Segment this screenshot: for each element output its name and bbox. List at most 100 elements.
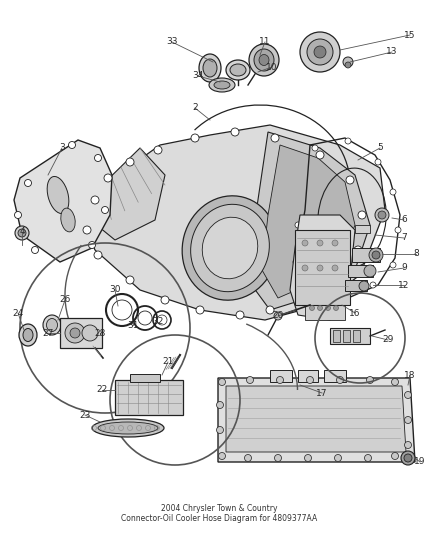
Bar bbox=[348, 265, 373, 277]
Bar bbox=[345, 280, 367, 291]
Circle shape bbox=[274, 312, 282, 320]
Text: 16: 16 bbox=[349, 309, 361, 318]
Text: 32: 32 bbox=[152, 318, 164, 327]
Text: 28: 28 bbox=[94, 328, 106, 337]
Circle shape bbox=[104, 174, 112, 182]
Circle shape bbox=[216, 401, 223, 408]
Circle shape bbox=[359, 281, 369, 291]
Circle shape bbox=[302, 240, 308, 246]
Polygon shape bbox=[88, 148, 165, 240]
Text: 27: 27 bbox=[42, 328, 54, 337]
Bar bbox=[130, 374, 160, 382]
Ellipse shape bbox=[23, 328, 33, 342]
Ellipse shape bbox=[230, 64, 246, 76]
Bar bbox=[333, 330, 340, 342]
Bar bbox=[60, 318, 102, 348]
Circle shape bbox=[83, 226, 91, 234]
Circle shape bbox=[346, 176, 354, 184]
Circle shape bbox=[88, 241, 95, 248]
Circle shape bbox=[331, 274, 339, 282]
Ellipse shape bbox=[199, 54, 221, 82]
Circle shape bbox=[375, 159, 381, 165]
Text: 9: 9 bbox=[401, 263, 407, 272]
Polygon shape bbox=[290, 215, 355, 320]
Text: 11: 11 bbox=[259, 37, 271, 46]
Bar bbox=[115, 380, 183, 415]
Bar bbox=[330, 328, 370, 344]
Circle shape bbox=[154, 146, 162, 154]
Polygon shape bbox=[14, 140, 112, 262]
Circle shape bbox=[392, 378, 399, 385]
Circle shape bbox=[191, 134, 199, 142]
Circle shape bbox=[18, 229, 26, 237]
Circle shape bbox=[318, 305, 322, 311]
Circle shape bbox=[68, 141, 75, 149]
Polygon shape bbox=[80, 125, 385, 320]
Text: 2: 2 bbox=[192, 103, 198, 112]
Polygon shape bbox=[218, 378, 415, 462]
Circle shape bbox=[405, 441, 411, 448]
Circle shape bbox=[70, 328, 80, 338]
Text: 6: 6 bbox=[401, 215, 407, 224]
Circle shape bbox=[332, 265, 338, 271]
Bar bbox=[352, 248, 380, 262]
Text: 15: 15 bbox=[404, 30, 416, 39]
Text: 33: 33 bbox=[166, 37, 178, 46]
Circle shape bbox=[244, 455, 251, 462]
Ellipse shape bbox=[47, 176, 69, 214]
Circle shape bbox=[266, 306, 274, 314]
Text: 26: 26 bbox=[59, 295, 71, 304]
Circle shape bbox=[196, 306, 204, 314]
Circle shape bbox=[317, 240, 323, 246]
Circle shape bbox=[236, 311, 244, 319]
Circle shape bbox=[335, 455, 342, 462]
Ellipse shape bbox=[259, 54, 269, 66]
Circle shape bbox=[302, 265, 308, 271]
Bar bbox=[355, 225, 370, 233]
Text: 7: 7 bbox=[401, 233, 407, 243]
Ellipse shape bbox=[214, 81, 230, 89]
Circle shape bbox=[370, 282, 376, 288]
Polygon shape bbox=[226, 386, 406, 452]
Circle shape bbox=[364, 265, 376, 277]
Text: 12: 12 bbox=[398, 280, 410, 289]
Circle shape bbox=[219, 378, 226, 385]
Circle shape bbox=[367, 376, 374, 384]
Circle shape bbox=[390, 189, 396, 195]
Circle shape bbox=[369, 248, 383, 262]
Bar bbox=[343, 330, 350, 342]
Ellipse shape bbox=[61, 208, 75, 232]
Circle shape bbox=[332, 240, 338, 246]
Circle shape bbox=[126, 276, 134, 284]
Circle shape bbox=[304, 455, 311, 462]
Circle shape bbox=[336, 376, 343, 384]
Circle shape bbox=[293, 259, 299, 265]
Circle shape bbox=[404, 454, 412, 462]
Text: 30: 30 bbox=[109, 286, 121, 295]
Circle shape bbox=[219, 453, 226, 459]
Text: 34: 34 bbox=[192, 71, 204, 80]
Circle shape bbox=[364, 455, 371, 462]
Circle shape bbox=[301, 294, 309, 302]
Ellipse shape bbox=[182, 196, 278, 300]
Circle shape bbox=[358, 211, 366, 219]
Circle shape bbox=[372, 251, 380, 259]
Ellipse shape bbox=[249, 44, 279, 76]
Circle shape bbox=[276, 376, 283, 384]
Circle shape bbox=[307, 39, 333, 65]
Text: 31: 31 bbox=[127, 320, 139, 329]
Text: 20: 20 bbox=[272, 311, 284, 320]
Circle shape bbox=[333, 305, 339, 311]
Text: 19: 19 bbox=[414, 457, 426, 466]
Ellipse shape bbox=[92, 419, 164, 437]
Circle shape bbox=[345, 138, 351, 144]
Polygon shape bbox=[248, 132, 370, 310]
Circle shape bbox=[345, 62, 351, 68]
Ellipse shape bbox=[254, 49, 274, 71]
Circle shape bbox=[275, 455, 282, 462]
Circle shape bbox=[314, 46, 326, 58]
Circle shape bbox=[14, 212, 21, 219]
Circle shape bbox=[390, 262, 396, 268]
Circle shape bbox=[32, 246, 39, 254]
Bar bbox=[324, 370, 346, 382]
